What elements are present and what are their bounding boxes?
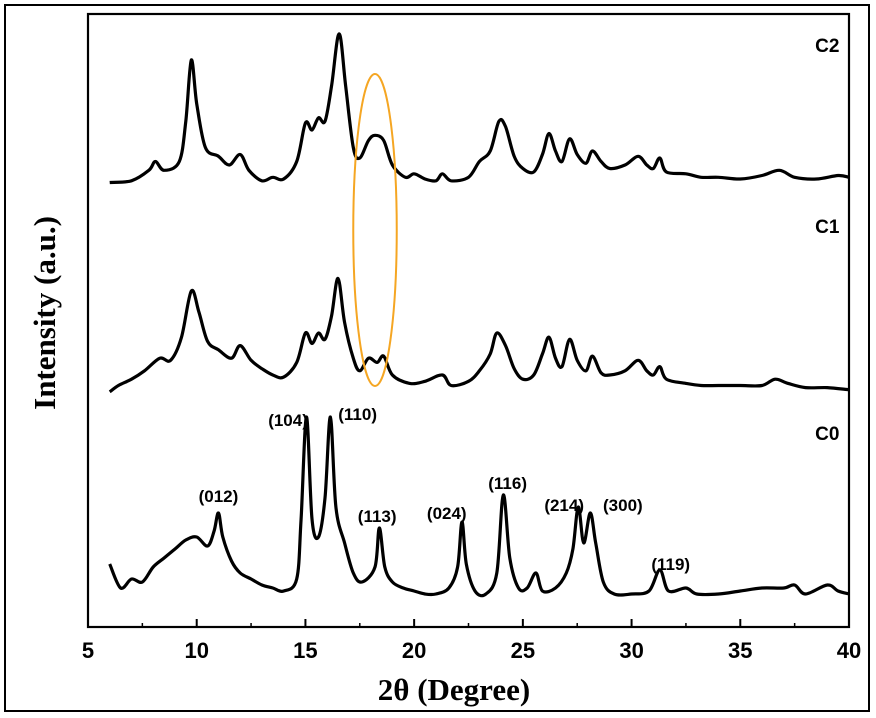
peak-label: (104) [268,411,308,430]
series-label-c1: C1 [815,217,840,238]
labels: C2 C1 C0 (012) (104) (110) (113) (024) (116) (214… [199,36,840,574]
peak-label: (214) [544,496,584,515]
x-tick-label: 15 [293,638,317,663]
y-axis-title: Intensity (a.u.) [27,216,62,410]
plot-area [108,32,850,598]
x-tick-label: 25 [511,638,535,663]
peak-label: (113) [358,507,397,526]
peak-label: (024) [427,504,467,523]
x-axis-title: 2θ (Degree) [378,672,530,707]
x-tick-label: 10 [184,638,208,663]
series-label-c0: C0 [815,424,839,445]
series-label-c2: C2 [815,36,839,57]
series-line-c2 [109,32,850,185]
peak-label: (110) [338,405,377,424]
x-tick-label: 20 [402,638,426,663]
x-tick-label: 35 [728,638,752,663]
highlight-ellipse [352,73,398,387]
x-tick-label: 30 [619,638,643,663]
axes: 5 10 15 20 25 30 35 40 [82,12,861,663]
peak-label: (012) [199,487,239,506]
peak-label: (119) [651,555,690,574]
peak-label: (116) [488,474,527,493]
x-tick-label: 40 [837,638,861,663]
series-line-c1 [108,276,850,394]
series-line-c0 [108,415,850,598]
x-tick-label: 5 [82,638,94,663]
peak-label: (300) [603,496,643,515]
figure-frame [4,4,870,712]
